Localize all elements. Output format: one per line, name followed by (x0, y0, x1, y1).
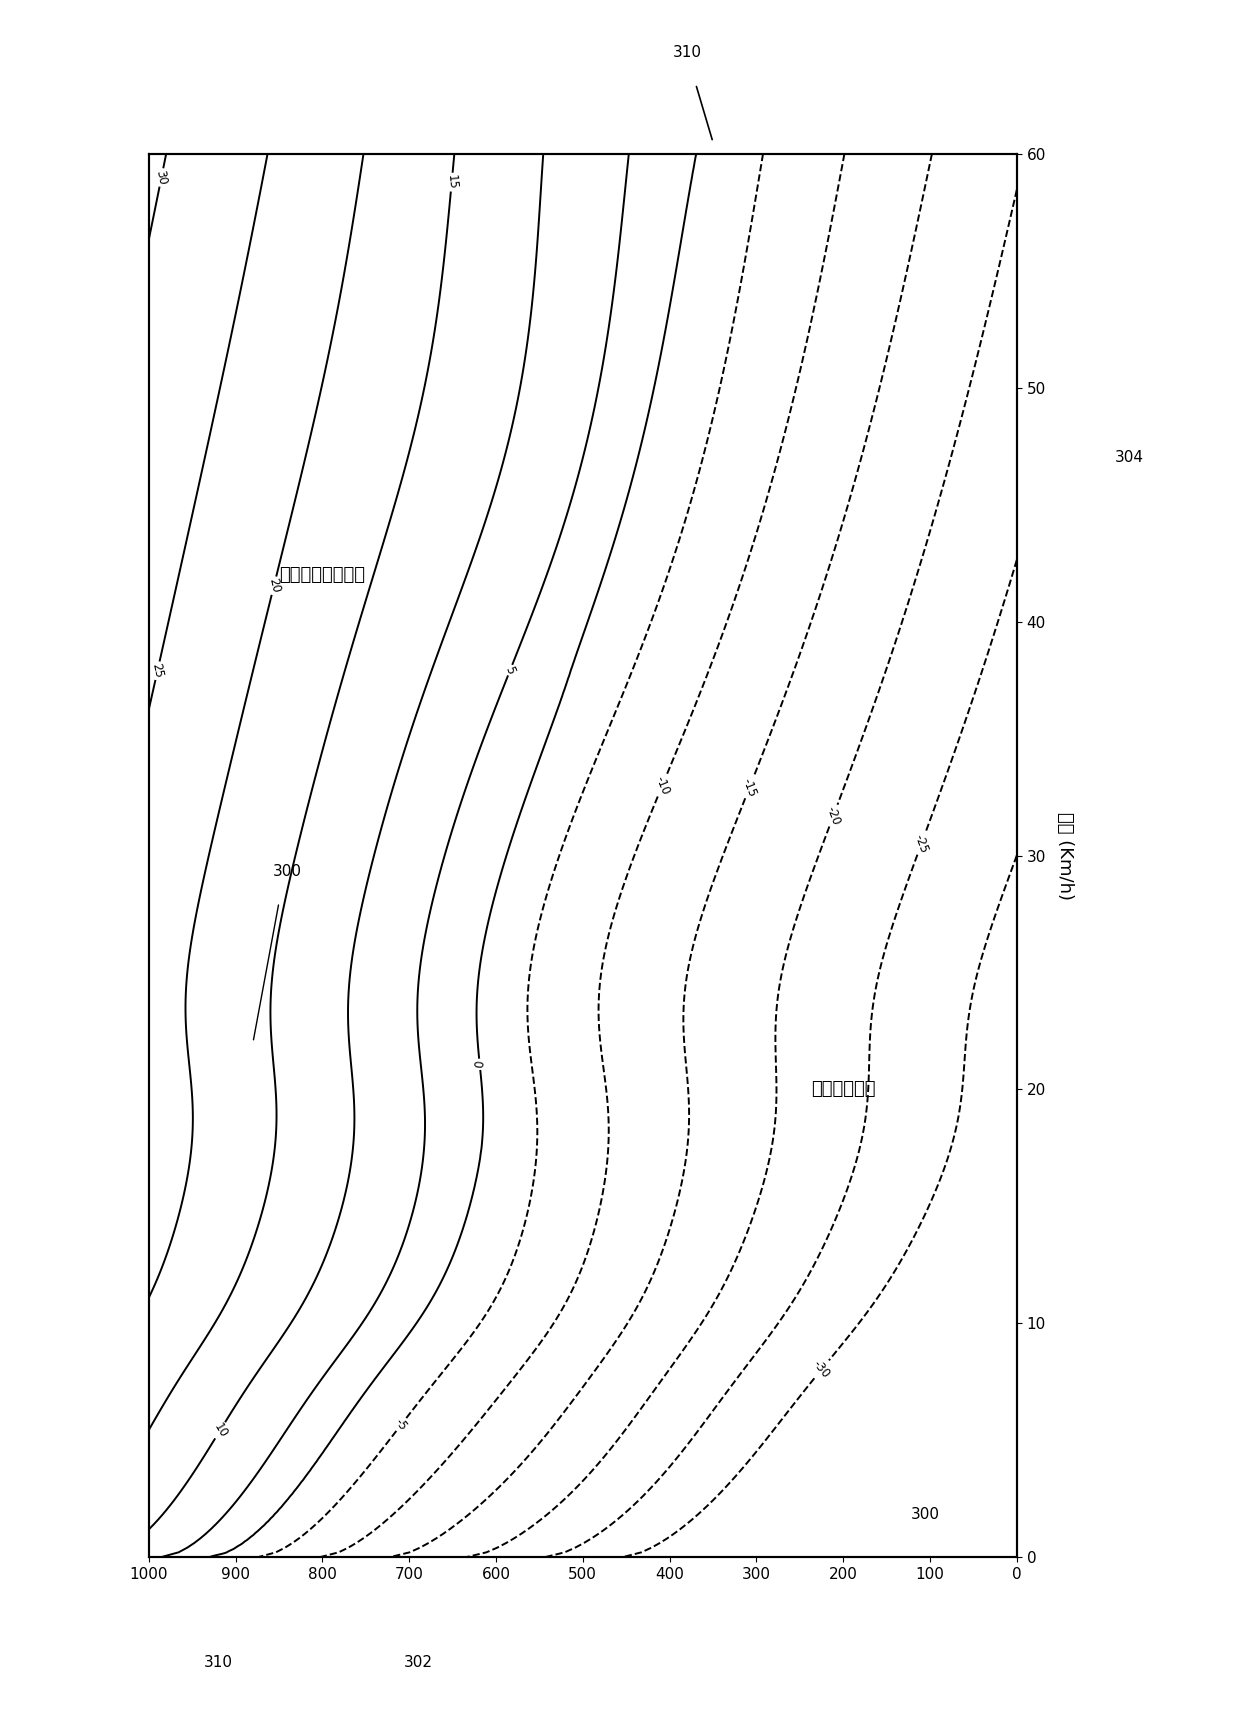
Text: 0: 0 (472, 1061, 486, 1069)
Text: -5: -5 (392, 1417, 410, 1434)
Text: 电力驱动有效: 电力驱动有效 (811, 1080, 875, 1098)
Text: 20: 20 (265, 577, 281, 594)
Text: -30: -30 (811, 1359, 833, 1381)
Text: 混合动力驱动有效: 混合动力驱动有效 (279, 566, 366, 583)
Text: 5: 5 (502, 664, 517, 676)
Text: 10: 10 (211, 1420, 229, 1441)
Text: -15: -15 (740, 777, 759, 799)
Text: 15: 15 (445, 175, 459, 190)
Text: 310: 310 (203, 1655, 233, 1670)
Text: -25: -25 (911, 833, 931, 856)
Text: -20: -20 (823, 804, 843, 826)
Text: 302: 302 (403, 1655, 433, 1670)
Text: 25: 25 (150, 662, 165, 679)
Text: 300: 300 (273, 864, 303, 879)
Text: 310: 310 (672, 46, 702, 60)
Text: -10: -10 (652, 775, 672, 797)
Text: 30: 30 (154, 169, 169, 186)
Text: 304: 304 (1115, 450, 1145, 465)
Text: 300: 300 (911, 1507, 940, 1523)
Y-axis label: 速度 (Km/h): 速度 (Km/h) (1055, 811, 1074, 900)
